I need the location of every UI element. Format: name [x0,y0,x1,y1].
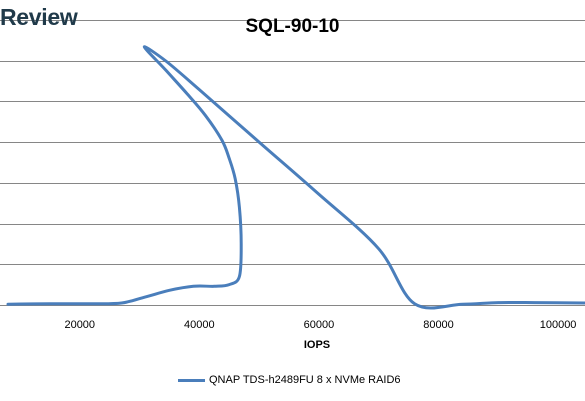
x-tick-label: 100000 [540,319,577,331]
x-tick-label: 80000 [423,319,454,331]
legend: QNAP TDS-h2489FU 8 x NVMe RAID6 [178,373,401,387]
series-line-0 [6,45,585,310]
chart-title: SQL-90-10 [245,16,340,37]
x-tick-label: 40000 [184,319,215,331]
x-tick-label: 60000 [304,319,335,331]
legend-swatch [178,378,205,382]
x-axis-ticks: 20000 40000 60000 80000 100000 [64,319,576,331]
brand-logo-text: Review [0,4,78,30]
legend-label: QNAP TDS-h2489FU 8 x NVMe RAID6 [209,374,401,386]
gridlines [0,20,585,306]
series-layer [6,45,585,310]
x-tick-label: 20000 [64,319,95,331]
x-axis-label: IOPS [304,339,330,351]
